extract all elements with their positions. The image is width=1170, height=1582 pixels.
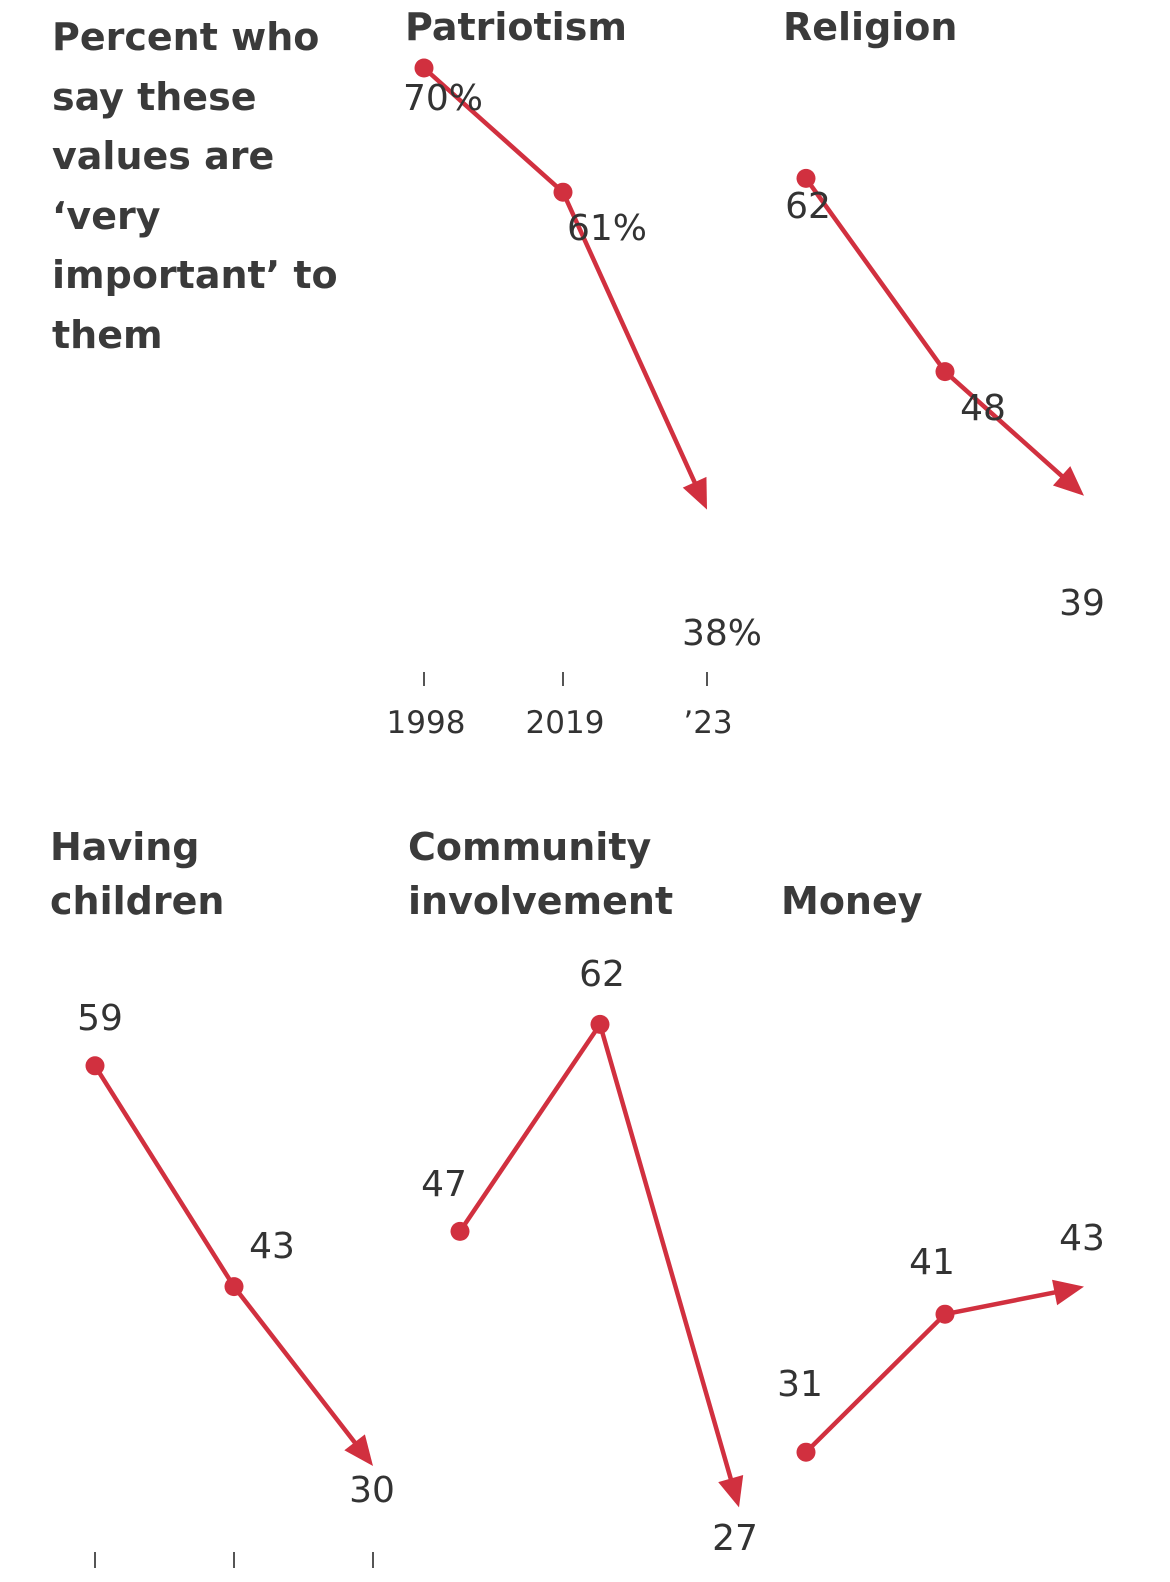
chart-panel-1: Patriotism 70% 61% 38% 1998 2019 ’23: [387, 5, 762, 741]
chart-intro: Percent who say these values are ‘very i…: [52, 8, 352, 365]
data-point: [796, 168, 816, 188]
series-line-segment: [560, 191, 698, 486]
data-point: [553, 182, 573, 202]
data-point: [414, 58, 434, 78]
intro-line-3: values are: [52, 134, 275, 178]
data-point: [796, 1442, 816, 1462]
trend-arrowhead: [344, 1434, 373, 1466]
data-point: [224, 1277, 244, 1297]
panel-title: Religion: [783, 5, 957, 49]
chart-panel-3: Having children 59 43 30: [50, 825, 395, 1568]
trend-arrowhead: [1052, 1279, 1084, 1306]
series-line-segment: [93, 1064, 236, 1288]
chart-panel-5: Money 31 41 43: [777, 879, 1105, 1462]
panel-title: involvement: [408, 879, 673, 923]
chart-panel-4: Community involvement 47 62 27: [408, 825, 758, 1559]
data-point: [935, 1304, 955, 1324]
series-line-segment: [804, 1312, 947, 1454]
intro-line-6: them: [52, 312, 163, 357]
panel-title: Community: [408, 825, 651, 869]
intro-line-5: important’ to: [52, 253, 338, 297]
series-line-segment: [597, 1023, 734, 1482]
data-label: 47: [421, 1164, 467, 1205]
data-label: 62: [785, 186, 831, 227]
data-label: 48: [960, 388, 1006, 429]
x-tick-label: 2019: [526, 705, 605, 741]
x-tick-label: 1998: [387, 705, 466, 741]
data-label: 61%: [567, 208, 647, 249]
series-line-segment: [804, 177, 947, 373]
data-point: [450, 1221, 470, 1241]
intro-line-2: say these: [52, 74, 257, 119]
series-line-segment: [422, 66, 565, 194]
data-point: [935, 362, 955, 382]
data-label: 43: [249, 1226, 295, 1267]
data-label: 70%: [403, 78, 483, 119]
data-label: 39: [1059, 583, 1105, 624]
series-line-segment: [944, 1289, 1057, 1317]
data-label: 30: [349, 1470, 395, 1511]
panel-title: Having: [50, 825, 200, 869]
trend-arrowhead: [682, 476, 707, 510]
series-line-segment: [943, 369, 1065, 479]
trend-arrowhead: [718, 1474, 744, 1508]
intro-line-4: ‘very: [52, 193, 161, 238]
data-label: 62: [579, 954, 625, 995]
panel-title: Patriotism: [405, 5, 627, 49]
panel-title: Money: [781, 879, 923, 923]
chart-panel-2: Religion 62 48 39: [783, 5, 1105, 624]
trend-arrowhead: [1052, 466, 1084, 496]
data-label: 27: [712, 1518, 758, 1559]
series-line-segment: [232, 1285, 358, 1446]
data-point: [590, 1014, 610, 1034]
data-point: [85, 1056, 105, 1076]
panel-title: children: [50, 879, 224, 923]
data-label: 43: [1059, 1218, 1105, 1259]
x-tick-label: ’23: [683, 705, 732, 741]
data-label: 41: [909, 1242, 955, 1283]
intro-line-1: Percent who: [52, 15, 320, 59]
series-line-segment: [458, 1023, 602, 1233]
data-label: 31: [777, 1364, 823, 1405]
data-label: 38%: [682, 613, 762, 654]
data-label: 59: [77, 998, 123, 1039]
